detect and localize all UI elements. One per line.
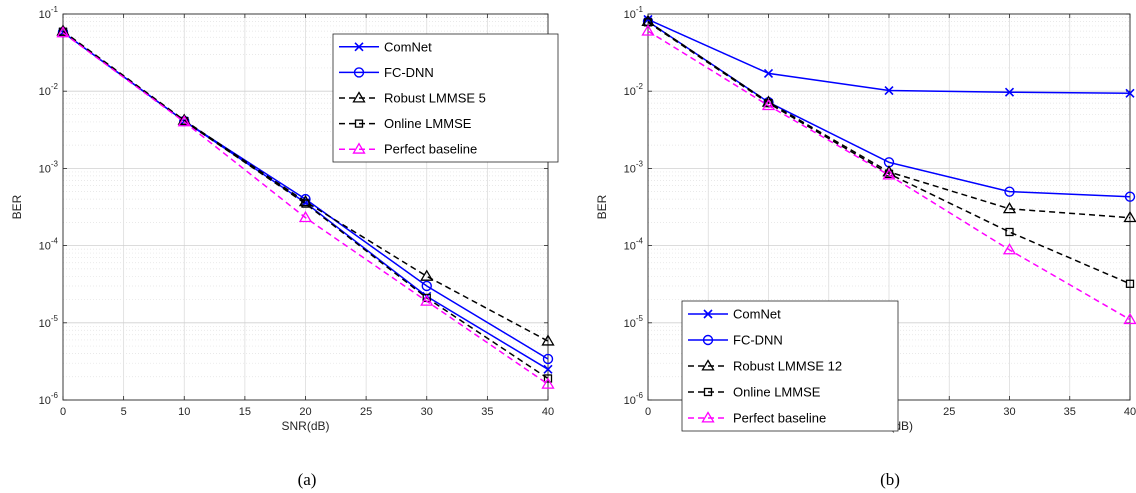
data-point [543, 374, 553, 383]
data-point [177, 115, 191, 127]
y-tick-label: 10-5 [39, 314, 59, 330]
data-point [541, 377, 555, 389]
legend-label: FC-DNN [384, 65, 434, 80]
chart-caption: (b) [880, 470, 900, 489]
chart-a: 0 5 10 15 20 25 30 35 40 10-6 10-5 10-4 10-3 10-2 10-1… [10, 5, 559, 489]
x-tick-label: 35 [1064, 406, 1076, 418]
legend-marker [352, 91, 366, 103]
legend-label: Robust LMMSE 5 [384, 91, 486, 106]
x-tick-label: 25 [360, 406, 372, 418]
y-tick-label: 10-2 [39, 82, 59, 98]
data-point [1125, 88, 1135, 98]
data-point [301, 199, 310, 208]
legend-marker [354, 42, 364, 52]
y-tick-label: 10-6 [624, 391, 644, 407]
series-perfect-baseline [56, 26, 555, 389]
x-tick-label: 25 [943, 406, 955, 418]
x-tick-label: 30 [421, 406, 433, 418]
data-point [1125, 279, 1135, 288]
y-axis-label: BER [10, 194, 24, 219]
data-point [641, 24, 655, 36]
y-axis-label: BER [595, 194, 609, 219]
legend-marker [703, 309, 713, 319]
x-tick-label: 10 [178, 406, 190, 418]
data-point [543, 364, 553, 374]
x-tick-label: 40 [542, 406, 554, 418]
data-point [420, 269, 434, 281]
x-tick-label: 20 [299, 406, 311, 418]
legend: ComNet FC-DNN Robust LMMSE 12 Online LMMSE P… [681, 300, 899, 432]
y-tick-label: 10-3 [624, 159, 644, 175]
x-tick-label: 5 [121, 406, 127, 418]
data-point [882, 168, 896, 180]
x-tick-label: 35 [481, 406, 493, 418]
data-point [1123, 312, 1136, 325]
data-point [763, 68, 774, 78]
chart-b: 051015202530354010-610-510-410-310-210-1… [595, 5, 1136, 489]
data-point [298, 210, 313, 223]
data-point [884, 85, 894, 96]
legend-marker [354, 119, 364, 128]
data-point [56, 26, 70, 38]
legend-label: Perfect baseline [384, 142, 477, 157]
x-tick-label: 0 [645, 406, 651, 418]
series-line [647, 30, 1131, 321]
legend-label: Online LMMSE [384, 116, 472, 131]
data-point [1002, 201, 1017, 214]
y-tick-label: 10-2 [624, 82, 644, 98]
data-point [1004, 87, 1015, 97]
data-point [421, 280, 432, 292]
legend-marker [701, 359, 715, 371]
data-point [761, 98, 776, 111]
series-line [62, 31, 549, 380]
x-tick-label: 15 [239, 406, 251, 418]
x-tick-label: 40 [1124, 406, 1136, 418]
chart-caption: (a) [298, 470, 317, 489]
x-tick-label: 30 [1003, 406, 1015, 418]
y-tick-label: 10-1 [624, 5, 644, 21]
legend-label: Online LMMSE [733, 385, 821, 400]
series-line [647, 20, 1131, 219]
y-tick-label: 10-1 [39, 5, 59, 21]
legend-marker [703, 387, 713, 397]
legend-marker [701, 411, 715, 423]
series-line [647, 21, 1131, 285]
legend-marker [353, 67, 365, 78]
legend-label: FC-DNN [733, 333, 783, 348]
data-point [1004, 186, 1015, 197]
y-tick-label: 10-4 [39, 237, 59, 253]
series-line [62, 32, 549, 385]
x-axis-label: SNR(dB) [281, 419, 329, 433]
data-point [1002, 243, 1017, 255]
legend-label: ComNet [733, 307, 781, 322]
data-point [541, 334, 555, 346]
data-point [1123, 210, 1136, 223]
series-line [647, 20, 1131, 198]
x-tick-label: 0 [60, 406, 66, 418]
legend-label: Robust LMMSE 12 [733, 359, 842, 374]
data-point [542, 353, 554, 365]
data-point [420, 294, 434, 306]
data-point [1005, 227, 1014, 237]
legend-label: ComNet [384, 39, 432, 54]
legend-marker [352, 142, 366, 154]
y-tick-label: 10-3 [39, 159, 59, 175]
legend-label: Perfect baseline [733, 411, 826, 426]
data-point [1124, 191, 1136, 202]
legend-marker [702, 334, 714, 346]
legend: ComNet FC-DNN Robust LMMSE 5 Online LMMSE Pe… [332, 33, 559, 163]
y-tick-label: 10-4 [624, 237, 644, 253]
y-tick-label: 10-6 [39, 391, 59, 407]
y-tick-label: 10-5 [624, 314, 644, 330]
series-perfect-baseline [641, 24, 1136, 325]
